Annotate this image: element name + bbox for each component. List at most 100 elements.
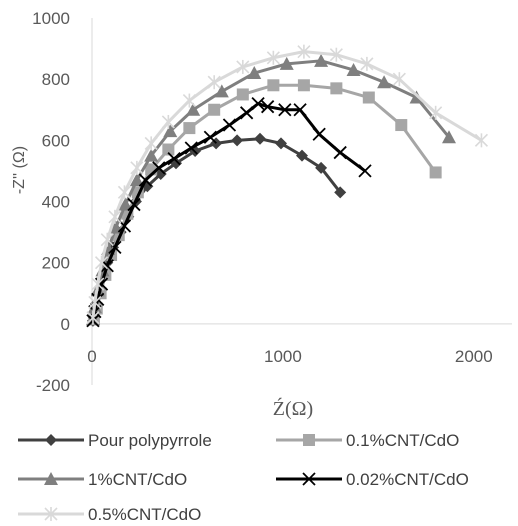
x-tick-labels: 0 1000 2000: [87, 347, 492, 366]
data-point: [358, 164, 372, 178]
legend-label: 0.5%CNT/CdO: [88, 505, 201, 524]
data-point: [429, 105, 443, 120]
data-point: [182, 93, 196, 108]
data-point: [395, 119, 408, 132]
data-point: [360, 56, 374, 71]
x-marker-stroke: [167, 152, 181, 166]
data-point: [279, 56, 294, 70]
x-marker-stroke: [260, 100, 275, 114]
series-line: [91, 137, 342, 321]
data-point: [207, 75, 221, 90]
data-point: [474, 133, 489, 148]
legend-swatch-marker: [44, 507, 58, 521]
data-point: [266, 50, 280, 65]
y-tick-labels: -200 0 200 400 600 800 1000: [32, 9, 70, 395]
data-point: [86, 310, 100, 325]
data-point: [236, 59, 250, 74]
data-point: [94, 255, 109, 270]
legend-label: 1%CNT/CdO: [88, 470, 187, 489]
data-point: [163, 124, 178, 138]
legend-item: 0.02%CNT/CdO: [276, 470, 469, 489]
series-line: [92, 83, 437, 320]
x-marker-stroke: [152, 161, 166, 175]
x-marker-stroke: [108, 240, 122, 255]
series-line: [91, 102, 366, 322]
data-point: [144, 136, 158, 151]
x-marker-stroke: [117, 219, 132, 233]
y-tick-label: 1000: [32, 9, 70, 28]
data-point: [392, 72, 406, 87]
data-point: [208, 103, 221, 116]
data-point: [222, 118, 237, 132]
x-marker-stroke: [312, 127, 326, 141]
legend-item: 0.5%CNT/CdO: [18, 505, 201, 524]
x-marker-stroke: [333, 145, 347, 160]
legend-swatch-marker: [45, 434, 57, 446]
data-point: [442, 130, 456, 144]
x-axis-label: Ź(Ω): [273, 397, 313, 420]
series-3: [86, 96, 372, 328]
x-tick-label: 0: [87, 347, 96, 366]
data-point: [154, 167, 167, 180]
data-point: [377, 75, 392, 89]
data-point: [162, 143, 175, 156]
data-point: [117, 185, 132, 200]
data-point: [297, 79, 310, 92]
data-point: [91, 277, 105, 292]
legend-swatch-marker: [44, 472, 58, 485]
data-point: [251, 96, 265, 111]
data-point: [127, 197, 141, 212]
data-point: [138, 173, 153, 187]
x-marker-stroke: [138, 173, 153, 187]
data-point: [144, 148, 159, 162]
data-point: [362, 91, 375, 104]
data-point: [186, 102, 201, 116]
data-point: [231, 134, 244, 147]
series-4: [86, 44, 489, 325]
data-point: [130, 160, 144, 175]
data-point: [275, 137, 287, 150]
data-point: [184, 141, 198, 155]
x-marker-stroke: [127, 197, 141, 212]
data-point: [333, 145, 347, 160]
series-layer: [85, 44, 489, 328]
x-tick-label: 2000: [455, 347, 493, 366]
x-marker-stroke: [100, 259, 114, 273]
data-point: [161, 114, 175, 129]
legend-label: Pour polypyrrole: [88, 431, 212, 450]
data-point: [236, 88, 249, 101]
data-point: [296, 149, 308, 162]
legend-label: 0.1%CNT/CdO: [346, 431, 459, 450]
y-tick-label: 0: [61, 315, 70, 334]
legend-item: Pour polypyrrole: [18, 431, 212, 450]
y-tick-label: 400: [42, 193, 70, 212]
x-marker-stroke: [239, 106, 254, 120]
data-point: [314, 53, 329, 67]
legend-swatch-marker: [303, 434, 315, 446]
data-point: [429, 166, 442, 179]
data-point: [152, 161, 166, 175]
y-tick-label: 800: [42, 70, 70, 89]
data-point: [121, 207, 134, 220]
legend-item: 0.1%CNT/CdO: [276, 431, 459, 450]
x-marker-stroke: [358, 164, 372, 178]
x-marker-stroke: [222, 118, 237, 132]
y-tick-label: 200: [42, 254, 70, 273]
data-point: [214, 84, 229, 98]
data-point: [100, 232, 114, 247]
data-point: [260, 100, 275, 114]
data-point: [108, 209, 122, 224]
data-point: [267, 79, 280, 92]
data-point: [315, 161, 328, 174]
data-point: [239, 106, 254, 120]
x-marker-stroke: [293, 103, 307, 117]
data-point: [346, 62, 361, 76]
data-point: [129, 173, 144, 187]
data-point: [183, 122, 196, 135]
data-point: [293, 103, 307, 117]
data-point: [330, 82, 343, 95]
data-point: [254, 132, 266, 145]
y-tick-label: -200: [36, 376, 70, 395]
legend-label: 0.02%CNT/CdO: [346, 470, 469, 489]
series-line: [91, 50, 483, 318]
